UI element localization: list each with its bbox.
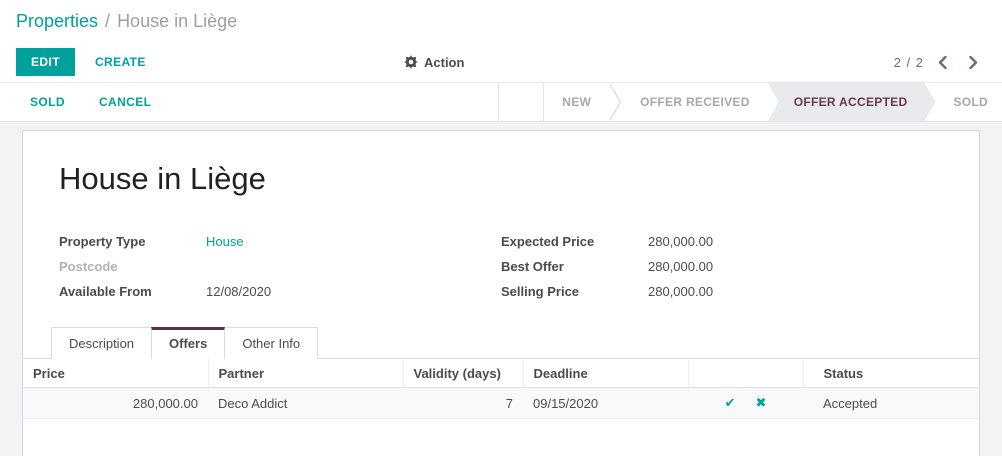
column-header-validity[interactable]: Validity (days) <box>403 359 524 388</box>
record-title: House in Liège <box>59 161 266 196</box>
property-type-link[interactable]: House <box>206 234 244 249</box>
offer-price-cell[interactable]: 280,000.00 <box>23 387 208 419</box>
field-postcode: Postcode <box>59 254 501 279</box>
offer-status-cell[interactable]: Accepted <box>803 387 979 419</box>
sold-button[interactable]: SOLD <box>16 88 79 116</box>
cancel-button[interactable]: CANCEL <box>85 88 165 116</box>
notebook: Description Offers Other Info Price Part… <box>23 326 979 419</box>
create-button[interactable]: CREATE <box>81 48 160 76</box>
column-header-status[interactable]: Status <box>803 359 979 388</box>
stage-offer-accepted[interactable]: OFFER ACCEPTED <box>768 83 936 121</box>
accept-offer-icon[interactable]: ✔ <box>724 395 736 410</box>
column-header-deadline[interactable]: Deadline <box>523 359 689 388</box>
offer-row[interactable]: 280,000.00 Deco Addict 7 09/15/2020 ✔ ✖ … <box>23 387 979 419</box>
content-area: House in Liège Property Type House Postc… <box>0 122 1002 456</box>
field-column-right: Expected Price 280,000.00 Best Offer 280… <box>501 229 943 304</box>
breadcrumb-separator: / <box>105 10 111 31</box>
offer-deadline-cell[interactable]: 09/15/2020 <box>523 387 688 419</box>
field-label: Property Type <box>59 234 146 249</box>
field-expected-price: Expected Price 280,000.00 <box>501 229 943 254</box>
field-grid: Property Type House Postcode Available F… <box>59 229 943 304</box>
field-label: Selling Price <box>501 284 580 299</box>
column-header-partner[interactable]: Partner <box>208 359 404 388</box>
best-offer-value: 280,000.00 <box>648 259 714 274</box>
action-menu-button[interactable]: Action <box>404 55 464 70</box>
tab-description[interactable]: Description <box>51 327 153 359</box>
expected-price-value: 280,000.00 <box>648 234 714 249</box>
tab-bar: Description Offers Other Info <box>23 326 979 359</box>
form-sheet: House in Liège Property Type House Postc… <box>22 130 980 456</box>
field-selling-price: Selling Price 280,000.00 <box>501 279 943 304</box>
column-header-actions <box>688 359 804 388</box>
pager: 2 / 2 <box>894 54 986 71</box>
breadcrumb-current: House in Liège <box>117 10 238 31</box>
control-panel: EDIT CREATE Action 2 / 2 <box>0 42 1002 82</box>
offers-table-header-row: Price Partner Validity (days) Deadline S… <box>23 359 979 388</box>
chevron-right-icon <box>969 55 978 69</box>
field-column-left: Property Type House Postcode Available F… <box>59 229 501 304</box>
pager-value: 2 / 2 <box>893 54 924 70</box>
field-label: Postcode <box>59 259 118 274</box>
offer-partner-cell[interactable]: Deco Addict <box>208 387 403 419</box>
available-from-value: 12/08/2020 <box>206 284 272 299</box>
stage-new[interactable]: NEW <box>543 83 609 121</box>
field-label: Available From <box>59 284 152 299</box>
breadcrumb-parent-link[interactable]: Properties <box>16 10 99 31</box>
stage-sold[interactable]: SOLD <box>953 95 988 109</box>
breadcrumb: Properties / House in Liège <box>0 0 1002 42</box>
field-best-offer: Best Offer 280,000.00 <box>501 254 943 279</box>
field-available-from: Available From 12/08/2020 <box>59 279 501 304</box>
offer-actions-cell: ✔ ✖ <box>688 387 803 419</box>
action-menu-label: Action <box>424 54 465 70</box>
column-header-price[interactable]: Price <box>23 359 209 388</box>
field-label: Best Offer <box>501 259 564 274</box>
field-label: Expected Price <box>501 234 595 249</box>
pager-previous-button[interactable] <box>930 54 955 71</box>
refuse-offer-icon[interactable]: ✖ <box>755 395 767 410</box>
gear-icon <box>404 55 418 69</box>
offer-validity-cell[interactable]: 7 <box>403 387 523 419</box>
offers-table: Price Partner Validity (days) Deadline S… <box>23 359 979 419</box>
tab-other-info[interactable]: Other Info <box>224 327 319 359</box>
selling-price-value: 280,000.00 <box>648 284 714 299</box>
statusbar: SOLD CANCEL NEW OFFER RECEIVED OFFER ACC… <box>0 82 1002 122</box>
stage-offer-received[interactable]: OFFER RECEIVED <box>640 95 750 109</box>
stage-separator <box>609 83 622 121</box>
statusbar-buttons: SOLD CANCEL <box>0 83 165 121</box>
statusbar-stages: NEW OFFER RECEIVED OFFER ACCEPTED SOLD <box>498 83 1002 121</box>
field-property-type: Property Type House <box>59 229 501 254</box>
tab-offers[interactable]: Offers <box>151 327 226 359</box>
edit-button[interactable]: EDIT <box>16 48 75 76</box>
pager-next-button[interactable] <box>961 54 986 71</box>
chevron-left-icon <box>938 55 947 69</box>
